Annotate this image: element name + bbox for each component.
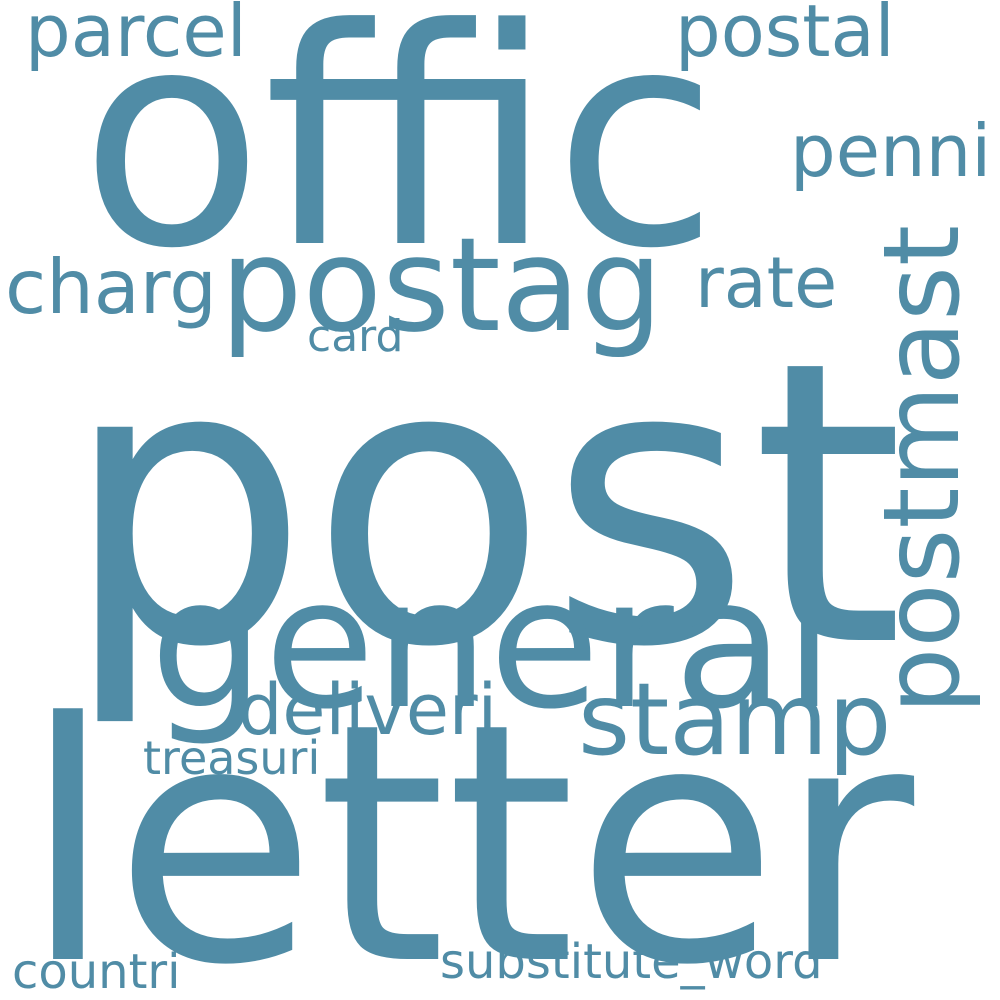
word-deliveri: deliveri <box>238 669 498 751</box>
word-parcel: parcel <box>25 0 247 73</box>
word-substitute-word: substitute_word <box>440 934 823 990</box>
word-penni: penni <box>790 109 992 193</box>
word-post: post <box>62 278 905 732</box>
word-rate: rate <box>695 242 838 324</box>
word-postag: postag <box>220 209 663 361</box>
word-postmast: postmast <box>861 225 983 715</box>
word-card: card <box>307 311 404 362</box>
word-treasuri: treasuri <box>143 731 321 785</box>
word-offic: offic <box>80 0 719 314</box>
word-general: general <box>150 540 835 749</box>
word-countri: countri <box>12 944 181 1000</box>
word-letter: letter <box>22 653 915 1000</box>
word-charg: charg <box>5 243 217 331</box>
word-postal: postal <box>675 0 895 73</box>
word-stamp: stamp <box>578 661 892 778</box>
